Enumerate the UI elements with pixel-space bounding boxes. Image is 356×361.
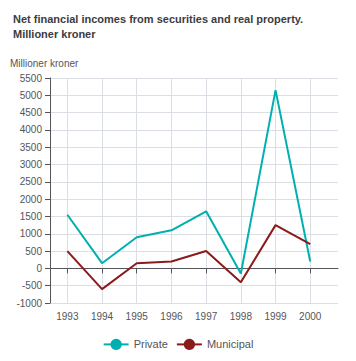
svg-text:4000: 4000 — [20, 124, 43, 135]
svg-text:1999: 1999 — [264, 311, 287, 322]
svg-text:5500: 5500 — [20, 73, 43, 84]
svg-text:2000: 2000 — [299, 311, 322, 322]
svg-text:-500: -500 — [22, 280, 42, 291]
svg-text:2500: 2500 — [20, 176, 43, 187]
svg-text:5000: 5000 — [20, 90, 43, 101]
svg-text:1996: 1996 — [160, 311, 183, 322]
svg-text:Millioner kroner: Millioner kroner — [13, 28, 96, 40]
svg-text:500: 500 — [25, 246, 42, 257]
svg-text:1998: 1998 — [230, 311, 253, 322]
svg-text:2000: 2000 — [20, 194, 43, 205]
svg-text:-1000: -1000 — [16, 298, 42, 309]
svg-text:0: 0 — [36, 263, 42, 274]
svg-text:1993: 1993 — [56, 311, 79, 322]
svg-text:1500: 1500 — [20, 211, 43, 222]
svg-text:Millioner kroner: Millioner kroner — [10, 58, 79, 69]
svg-text:1000: 1000 — [20, 228, 43, 239]
svg-text:1994: 1994 — [91, 311, 114, 322]
svg-text:3500: 3500 — [20, 142, 43, 153]
svg-text:Net financial incomes from sec: Net financial incomes from securities an… — [13, 13, 303, 25]
svg-text:4500: 4500 — [20, 107, 43, 118]
svg-text:Municipal: Municipal — [207, 338, 253, 350]
svg-text:1995: 1995 — [126, 311, 149, 322]
svg-text:1997: 1997 — [195, 311, 218, 322]
svg-text:Private: Private — [134, 338, 168, 350]
svg-text:3000: 3000 — [20, 159, 43, 170]
